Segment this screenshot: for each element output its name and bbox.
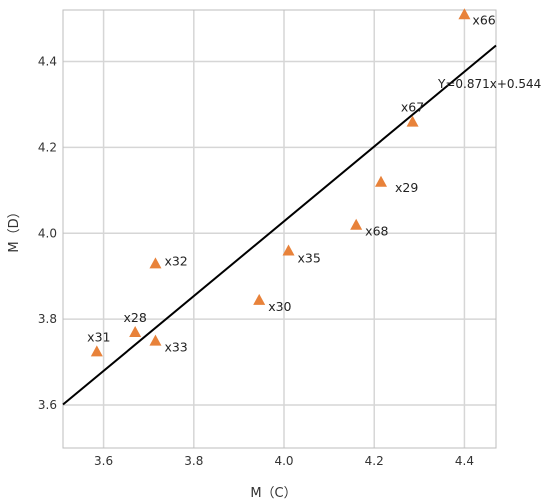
data-point-marker: [282, 244, 295, 256]
x-tick-label: 4.4: [455, 454, 474, 468]
y-tick-label: 4.0: [38, 226, 57, 240]
data-point-label: x28: [124, 310, 147, 325]
x-axis-ticks: 3.6 3.8 4.0 4.2 4.4: [94, 454, 474, 468]
data-point-label: x29: [395, 180, 418, 195]
data-point-marker: [129, 326, 142, 338]
regression-line: [62, 44, 497, 406]
data-point-marker: [253, 293, 266, 305]
x-tick-label: 4.2: [365, 454, 384, 468]
x-tick-label: 4.0: [274, 454, 293, 468]
data-point-label: x68: [365, 224, 388, 239]
y-tick-label: 4.2: [38, 140, 57, 154]
y-tick-label: 3.8: [38, 312, 57, 326]
data-point-label: x67: [401, 100, 424, 115]
y-axis-ticks: 3.6 3.8 4.0 4.2 4.4: [38, 55, 57, 413]
data-point-label: x32: [164, 253, 187, 268]
x-tick-label: 3.8: [184, 454, 203, 468]
data-point-marker: [458, 8, 471, 20]
y-tick-label: 3.6: [38, 398, 57, 412]
data-point-label: x33: [164, 340, 187, 355]
data-point-label: x35: [298, 250, 321, 265]
data-point-marker: [406, 115, 419, 127]
data-points: x66 x67 x29 x68 x35 x30 x32 x28 x33 x31: [87, 8, 496, 357]
y-tick-label: 4.4: [38, 55, 57, 69]
data-point-label: x31: [87, 329, 110, 344]
y-axis-label: M（D）: [7, 205, 22, 252]
x-axis-label: M（C）: [250, 486, 296, 501]
data-point-marker: [374, 175, 387, 187]
grid-lines: [63, 10, 496, 448]
data-point-label: x30: [268, 299, 291, 314]
data-point-marker: [350, 218, 363, 230]
regression-equation: Y=0.871x+0.544: [437, 77, 541, 91]
plot-frame: [62, 9, 497, 449]
data-point-marker: [149, 257, 162, 269]
data-point-marker: [149, 334, 162, 346]
x-tick-label: 3.6: [94, 454, 113, 468]
data-point-label: x66: [472, 12, 495, 27]
data-point-marker: [90, 345, 103, 357]
